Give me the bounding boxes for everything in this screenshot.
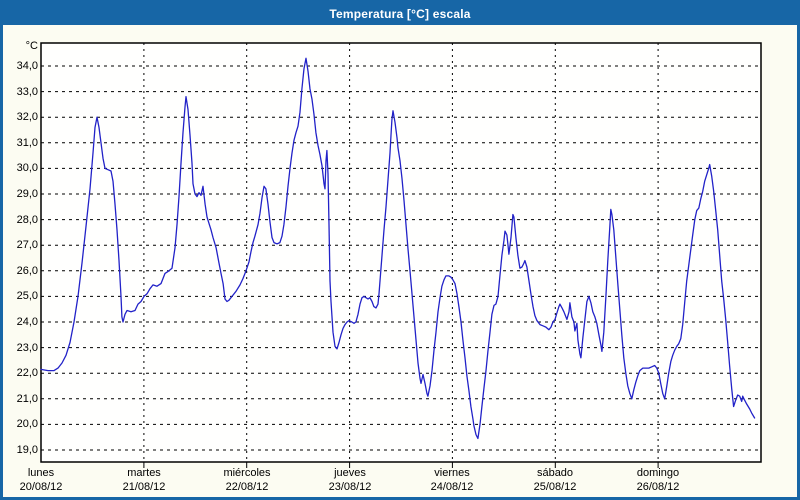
x-axis-day-date: 21/08/12 <box>122 481 166 493</box>
y-axis-tick-label: 26,0 <box>16 265 38 277</box>
y-axis-unit-label: °C <box>25 40 38 52</box>
y-axis-tick-label: 20,0 <box>16 418 38 430</box>
x-axis-day-date: 26/08/12 <box>636 481 680 493</box>
y-axis-tick-label: 34,0 <box>16 60 38 72</box>
x-axis-day-name: domingo <box>636 467 680 479</box>
y-axis-tick-label: 25,0 <box>16 290 38 302</box>
x-axis-day-label: sábado 25/08/12 <box>505 466 605 494</box>
temperature-line-chart <box>40 42 762 468</box>
x-axis-day-name: jueves <box>334 467 366 479</box>
x-axis-day-date: 20/08/12 <box>19 481 63 493</box>
y-axis-tick-label: 27,0 <box>16 239 38 251</box>
y-axis-tick-label: 30,0 <box>16 162 38 174</box>
x-axis-day-name: lunes <box>27 467 55 479</box>
x-axis-day-name: martes <box>127 467 161 479</box>
x-axis-day-label: lunes 20/08/12 <box>3 466 91 494</box>
x-axis-day-date: 25/08/12 <box>533 481 577 493</box>
y-axis-tick-label: 32,0 <box>16 111 38 123</box>
x-axis-day-label: miércoles 22/08/12 <box>197 466 297 494</box>
y-axis-tick-label: 21,0 <box>16 393 38 405</box>
y-axis-tick-label: 31,0 <box>16 137 38 149</box>
x-axis-day-name: viernes <box>434 467 470 479</box>
x-axis-day-date: 22/08/12 <box>225 481 269 493</box>
y-axis-tick-label: 23,0 <box>16 342 38 354</box>
title-bar: Temperatura [°C] escala <box>3 3 797 25</box>
x-axis-day-name: sábado <box>536 467 574 479</box>
y-axis-tick-label: 28,0 <box>16 214 38 226</box>
x-axis-day-label: jueves 23/08/12 <box>300 466 400 494</box>
x-axis-day-label: martes 21/08/12 <box>94 466 194 494</box>
y-axis-tick-label: 24,0 <box>16 316 38 328</box>
x-axis-day-date: 24/08/12 <box>430 481 474 493</box>
x-axis-day-label: domingo 26/08/12 <box>608 466 708 494</box>
window-title: Temperatura [°C] escala <box>329 7 471 21</box>
y-axis-tick-label: 33,0 <box>16 86 38 98</box>
x-axis-day-name: miércoles <box>223 467 271 479</box>
y-axis-tick-label: 22,0 <box>16 367 38 379</box>
y-axis-tick-label: 29,0 <box>16 188 38 200</box>
x-axis-day-date: 23/08/12 <box>328 481 372 493</box>
y-axis-tick-label: 19,0 <box>16 444 38 456</box>
chart-area: °C 34,0 33,0 32,0 31,0 30,0 29,0 28,0 27,0 26,0 25… <box>3 25 797 497</box>
x-axis-day-label: viernes 24/08/12 <box>402 466 502 494</box>
